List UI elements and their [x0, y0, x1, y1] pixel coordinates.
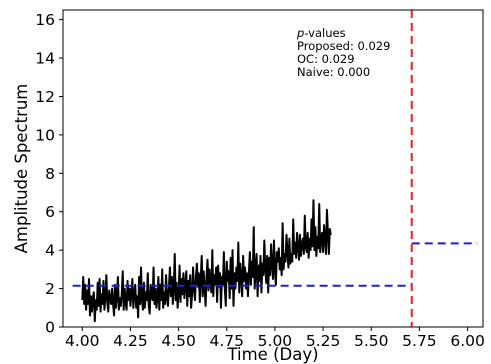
plot-frame	[62, 9, 484, 328]
y-tick-label: 12	[35, 88, 55, 106]
annotation-oc: OC: 0.029	[297, 52, 355, 66]
y-tick-label: 14	[35, 50, 55, 68]
annotation-title: p-values	[296, 26, 346, 40]
y-tick-label: 8	[45, 165, 55, 183]
y-tick-label: 10	[35, 126, 55, 144]
x-tick-label: 4.50	[161, 332, 196, 350]
x-tick-label: 4.25	[113, 332, 148, 350]
y-tick-label: 6	[45, 203, 55, 221]
x-tick-label: 5.00	[258, 332, 293, 350]
plot-area	[72, 10, 478, 327]
y-axis-label: Amplitude Spectrum	[12, 84, 31, 254]
annotation-naive: Naive: 0.000	[297, 65, 370, 79]
x-tick-label: 5.75	[402, 332, 437, 350]
x-axis-label: Time (Day)	[226, 345, 318, 364]
annotation-proposed: Proposed: 0.029	[297, 39, 390, 53]
axis-ticks: 4.00 4.25 4.50 4.75 5.00 5.25 5.50 5.75 6.00 0 2 4 6…	[35, 11, 485, 350]
y-tick-label: 4	[45, 242, 55, 260]
y-tick-label: 2	[45, 280, 55, 298]
x-tick-label: 5.25	[306, 332, 341, 350]
y-tick-label: 16	[35, 11, 55, 29]
signal-line	[81, 199, 332, 323]
x-tick-label: 5.50	[354, 332, 389, 350]
y-tick-label: 0	[45, 319, 55, 337]
x-tick-label: 6.00	[450, 332, 485, 350]
x-tick-label: 4.75	[210, 332, 245, 350]
x-tick-label: 4.00	[65, 332, 100, 350]
